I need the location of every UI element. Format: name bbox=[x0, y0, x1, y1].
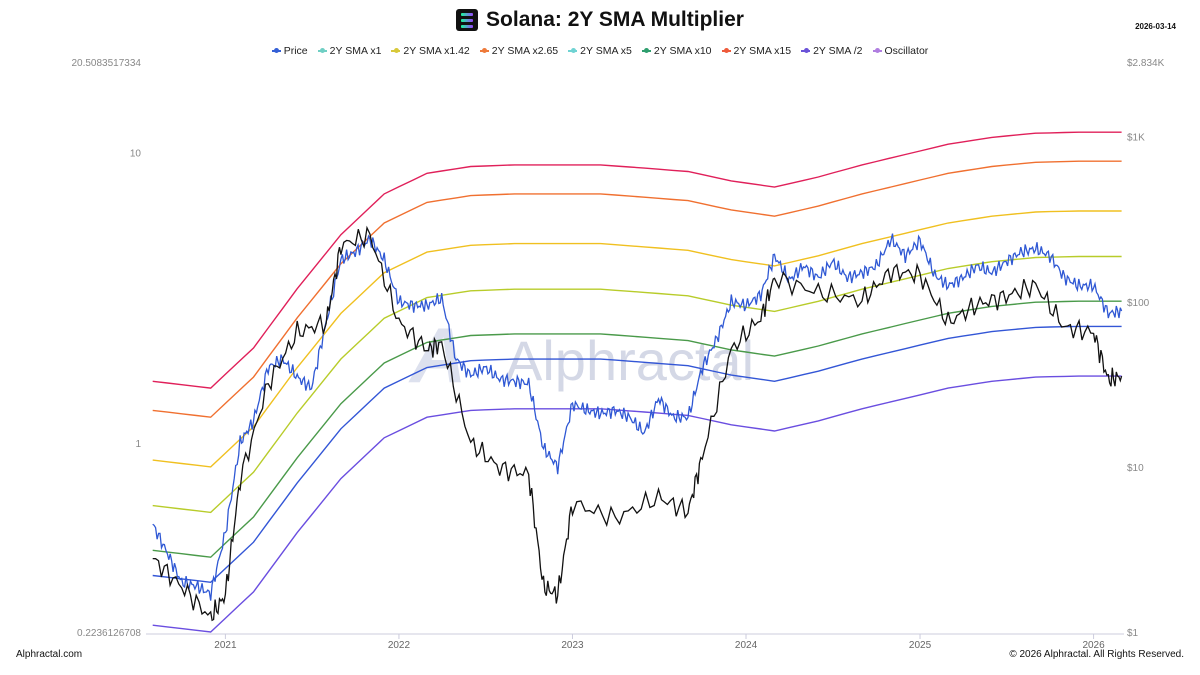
series-line-band-x5 bbox=[152, 210, 1122, 468]
legend-label: 2Y SMA x1.42 bbox=[403, 45, 470, 57]
chart-legend: Price 2Y SMA x1 2Y SMA x1.42 2Y SMA x2.65 2Y… bbox=[0, 45, 1200, 57]
legend-item-2y-sma-x10[interactable]: 2Y SMA x10 bbox=[641, 45, 712, 57]
legend-item-2y-sma-2[interactable]: 2Y SMA /2 bbox=[801, 45, 863, 57]
series-lines bbox=[152, 225, 1123, 622]
series-line-band-x1 bbox=[152, 325, 1122, 584]
legend-swatch-icon bbox=[872, 48, 882, 53]
legend-label: Price bbox=[283, 45, 308, 57]
legend-swatch-icon bbox=[479, 48, 489, 53]
x-tick-label: 2022 bbox=[388, 640, 411, 651]
legend-item-2y-sma-x1[interactable]: 2Y SMA x1 bbox=[317, 45, 382, 57]
x-tick-label: 2025 bbox=[909, 640, 932, 651]
x-tick-label: 2024 bbox=[735, 640, 758, 651]
legend-swatch-icon bbox=[568, 48, 578, 53]
legend-swatch-icon bbox=[721, 48, 731, 53]
chart-title: Solana: 2Y SMA Multiplier bbox=[486, 8, 744, 31]
y-right-tick-label: $1K bbox=[1127, 133, 1145, 144]
series-line-band-x10 bbox=[152, 160, 1122, 418]
chart-title-wrap: Solana: 2Y SMA Multiplier bbox=[0, 8, 1200, 32]
chart-date: 2026-03-14 bbox=[1135, 22, 1176, 31]
footer-copyright: © 2026 Alphractal. All Rights Reserved. bbox=[1009, 649, 1184, 660]
legend-label: 2Y SMA /2 bbox=[813, 45, 863, 57]
legend-label: Oscillator bbox=[884, 45, 929, 57]
y-right-tick-label: $10 bbox=[1127, 463, 1144, 474]
series-line-band-div2 bbox=[152, 375, 1122, 633]
legend-label: 2Y SMA x1 bbox=[329, 45, 382, 57]
watermark-logo-icon: A bbox=[408, 311, 466, 399]
legend-item-2y-sma-x2-65[interactable]: 2Y SMA x2.65 bbox=[479, 45, 559, 57]
legend-item-price[interactable]: Price bbox=[271, 45, 308, 57]
x-tick-label: 2021 bbox=[214, 640, 237, 651]
legend-swatch-icon bbox=[271, 48, 281, 53]
legend-swatch-icon bbox=[317, 48, 327, 53]
y-right-tick-label: $1 bbox=[1127, 628, 1139, 639]
legend-label: 2Y SMA x5 bbox=[580, 45, 632, 57]
y-right-tick-label: $2.834K bbox=[1127, 58, 1165, 69]
solana-logo-icon bbox=[456, 9, 479, 31]
legend-label: 2Y SMA x15 bbox=[733, 45, 792, 57]
legend-item-2y-sma-x5[interactable]: 2Y SMA x5 bbox=[568, 45, 632, 57]
y-right-tick-label: $100 bbox=[1127, 298, 1150, 309]
legend-item-2y-sma-x1-42[interactable]: 2Y SMA x1.42 bbox=[391, 45, 470, 57]
footer-site: Alphractal.com bbox=[16, 649, 83, 660]
y-left-tick-label: 0.2236126708 bbox=[77, 628, 141, 639]
legend-label: 2Y SMA x10 bbox=[653, 45, 712, 57]
y-left-tick-label: 20.5083517334 bbox=[71, 58, 141, 69]
sma-bands bbox=[152, 131, 1122, 633]
series-line-band-x1-42 bbox=[152, 300, 1122, 558]
legend-item-oscillator[interactable]: Oscillator bbox=[872, 45, 929, 57]
legend-swatch-icon bbox=[391, 48, 401, 53]
axes: 2021 2022 2023 2024 2025 202620.5083517334101… bbox=[71, 58, 1164, 651]
watermark-text: Alphractal bbox=[505, 329, 754, 392]
watermark: Alphractal A bbox=[408, 311, 754, 399]
series-line-oscillator bbox=[152, 225, 1123, 622]
series-line-band-x15 bbox=[152, 131, 1122, 389]
legend-label: 2Y SMA x2.65 bbox=[491, 45, 559, 57]
series-line-band-x2-65 bbox=[152, 255, 1122, 514]
legend-item-2y-sma-x15[interactable]: 2Y SMA x15 bbox=[721, 45, 792, 57]
y-left-tick-label: 1 bbox=[135, 439, 141, 450]
legend-swatch-icon bbox=[641, 48, 651, 53]
series-line-price bbox=[152, 233, 1123, 601]
legend-swatch-icon bbox=[801, 48, 811, 53]
x-tick-label: 2023 bbox=[561, 640, 584, 651]
y-left-tick-label: 10 bbox=[130, 149, 142, 160]
